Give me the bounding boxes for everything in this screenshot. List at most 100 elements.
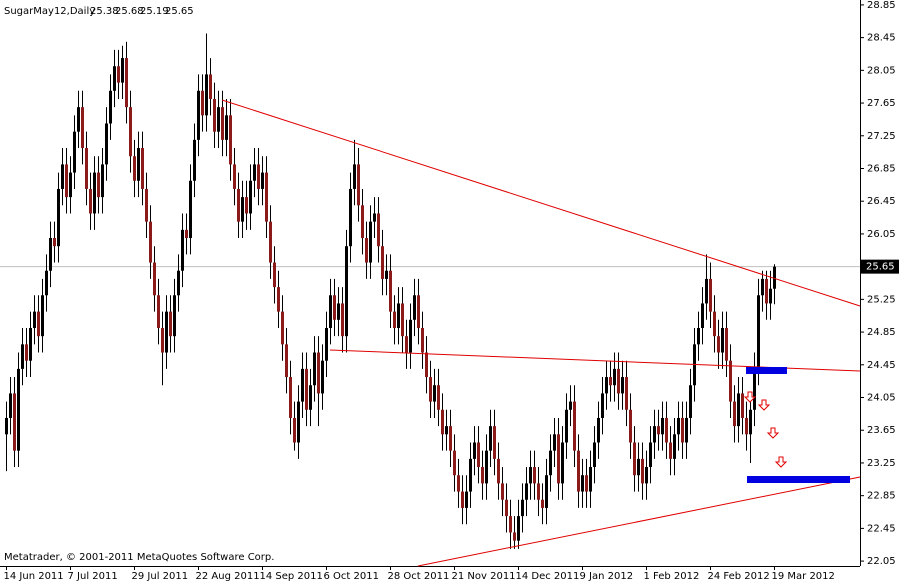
candle-body bbox=[105, 123, 108, 165]
y-tick-label: 28.05 bbox=[867, 65, 896, 76]
candle-body bbox=[585, 475, 588, 492]
candle-body bbox=[169, 311, 172, 337]
candle-body bbox=[649, 442, 652, 468]
candle-body bbox=[413, 295, 416, 320]
candle-body bbox=[417, 295, 420, 328]
candle-body bbox=[113, 66, 116, 91]
y-tick-label: 28.45 bbox=[867, 33, 896, 44]
candle-body bbox=[85, 148, 88, 189]
candle-body bbox=[685, 417, 688, 443]
candle-body bbox=[133, 156, 136, 181]
candle-body bbox=[109, 90, 112, 124]
candle-body bbox=[573, 401, 576, 451]
arrow bbox=[743, 391, 757, 403]
candle-body bbox=[165, 311, 168, 353]
candle-body bbox=[385, 270, 388, 279]
candle-body bbox=[173, 295, 176, 337]
zone bbox=[746, 367, 787, 374]
candle-body bbox=[345, 246, 348, 337]
y-tick-label: 24.05 bbox=[867, 393, 896, 404]
candle-body bbox=[581, 475, 584, 492]
candle-body bbox=[193, 139, 196, 181]
candle-body bbox=[293, 417, 296, 443]
x-tick-label: 28 Oct 2011 bbox=[388, 571, 450, 582]
y-tick-label: 24.85 bbox=[867, 327, 896, 338]
candle-body bbox=[661, 417, 664, 435]
candle-body bbox=[641, 458, 644, 484]
candle-body bbox=[485, 450, 488, 484]
candle-body bbox=[361, 205, 364, 239]
x-tick-label: 14 Sep 2011 bbox=[260, 571, 323, 582]
candle-body bbox=[425, 352, 428, 378]
x-tick-label: 24 Feb 2012 bbox=[708, 571, 770, 582]
last-close: 25.65 bbox=[165, 6, 194, 17]
y-tick-label: 24.45 bbox=[867, 360, 896, 371]
candle-body bbox=[513, 532, 516, 541]
candle-body bbox=[501, 483, 504, 500]
candle-body bbox=[125, 58, 128, 108]
candle-body bbox=[369, 221, 372, 263]
candle-body bbox=[277, 287, 280, 312]
candle-body bbox=[217, 107, 220, 132]
candle-body bbox=[353, 164, 356, 189]
candle-body bbox=[73, 131, 76, 173]
candle-body bbox=[557, 434, 560, 484]
candle-body bbox=[653, 426, 656, 443]
candle-body bbox=[493, 426, 496, 459]
price-label: 25.65 bbox=[866, 262, 895, 273]
candle-body bbox=[665, 417, 668, 443]
candle-body bbox=[393, 311, 396, 328]
candle-body bbox=[261, 172, 264, 189]
candle-body bbox=[597, 417, 600, 443]
x-tick-label: 14 Jun 2011 bbox=[4, 571, 64, 582]
x-tick-label: 21 Nov 2011 bbox=[452, 571, 516, 582]
candle-body bbox=[437, 385, 440, 410]
candle-body bbox=[41, 295, 44, 337]
candle-body bbox=[405, 336, 408, 353]
candle-body bbox=[545, 475, 548, 508]
candle-body bbox=[533, 467, 536, 484]
candle-body bbox=[705, 278, 708, 304]
candle-body bbox=[213, 98, 216, 132]
candle-body bbox=[697, 327, 700, 345]
candle-body bbox=[137, 148, 140, 181]
candle-body bbox=[769, 288, 772, 304]
candle-body bbox=[305, 368, 308, 410]
candle-body bbox=[421, 327, 424, 353]
candle-body bbox=[53, 238, 56, 247]
candle-body bbox=[633, 442, 636, 476]
y-tick-label: 27.65 bbox=[867, 98, 896, 109]
candle-body bbox=[153, 262, 156, 296]
symbol: SugarMay12,Daily bbox=[4, 6, 95, 17]
candle-body bbox=[401, 303, 404, 337]
candle-body bbox=[625, 377, 628, 410]
candle-body bbox=[197, 90, 200, 140]
candle-body bbox=[269, 221, 272, 263]
last-high: 25.68 bbox=[115, 6, 144, 17]
candle-body bbox=[249, 180, 252, 214]
candle-body bbox=[289, 377, 292, 418]
candle-body bbox=[333, 295, 336, 320]
candle-body bbox=[377, 213, 380, 247]
y-tick-label: 28.85 bbox=[867, 0, 896, 11]
candle-body bbox=[505, 499, 508, 517]
candle-body bbox=[765, 278, 768, 304]
candle-body bbox=[549, 450, 552, 476]
candle-body bbox=[553, 434, 556, 451]
candle-body bbox=[637, 458, 640, 476]
candle-body bbox=[521, 499, 524, 517]
candle-body bbox=[457, 475, 460, 492]
candle-body bbox=[529, 467, 532, 484]
candle-body bbox=[265, 172, 268, 222]
candle-body bbox=[497, 458, 500, 484]
candle-body bbox=[177, 270, 180, 296]
candle-body bbox=[433, 385, 436, 402]
candle-body bbox=[669, 442, 672, 459]
candle-body bbox=[37, 311, 40, 337]
candle-body bbox=[713, 311, 716, 337]
candle-body bbox=[205, 74, 208, 116]
candle-body bbox=[677, 417, 680, 435]
candle-body bbox=[221, 107, 224, 140]
candle-body bbox=[469, 458, 472, 492]
